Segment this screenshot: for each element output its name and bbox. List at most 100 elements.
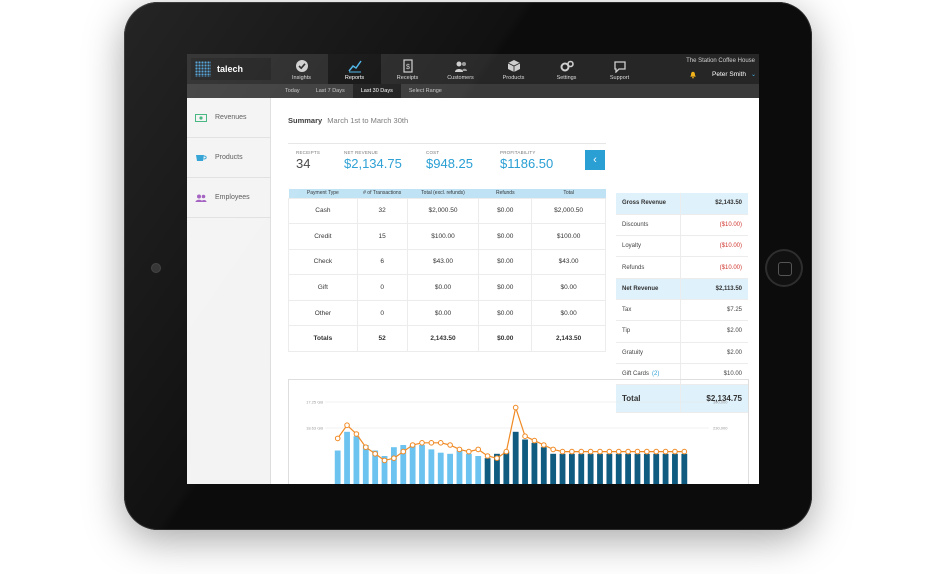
chart-bar[interactable]	[512, 431, 519, 484]
chart-point[interactable]	[362, 444, 369, 450]
chart-point[interactable]	[634, 448, 641, 455]
chart-point[interactable]	[381, 457, 388, 464]
nav-item-receipts[interactable]: $ Receipts	[381, 54, 434, 84]
sidebar-item-products[interactable]: Products	[187, 138, 270, 178]
chart-bar[interactable]	[634, 453, 641, 484]
user-name[interactable]: Peter Smith	[712, 71, 746, 78]
chart-bar[interactable]	[344, 431, 350, 484]
chart-point[interactable]	[466, 448, 472, 455]
chart-point[interactable]	[597, 448, 603, 455]
chart-bar[interactable]	[578, 453, 585, 484]
chart-bar[interactable]	[503, 451, 510, 484]
chart-point[interactable]	[606, 448, 613, 455]
chart-point[interactable]	[644, 448, 650, 455]
chart-bar[interactable]	[559, 453, 566, 484]
tab-select-range[interactable]: Select Range	[408, 88, 442, 94]
chart-bar[interactable]	[475, 456, 482, 484]
chart-point[interactable]	[400, 448, 407, 455]
chart-bar[interactable]	[672, 453, 678, 484]
chart-point[interactable]	[447, 442, 453, 448]
chart-point[interactable]	[353, 431, 360, 437]
nav-item-reports[interactable]: Reports	[328, 54, 381, 84]
chart-point[interactable]	[625, 448, 631, 455]
chart-bar[interactable]	[522, 439, 528, 485]
chart-bar[interactable]	[456, 450, 463, 485]
nav-item-support[interactable]: Support	[593, 54, 646, 84]
nav-item-insights[interactable]: Insights	[275, 54, 328, 84]
sidebar-item-revenues[interactable]: Revenues	[187, 98, 270, 138]
nav-item-settings[interactable]: Settings	[540, 54, 593, 84]
chart-point[interactable]	[494, 455, 500, 461]
chart-bar[interactable]	[587, 453, 594, 484]
chart-point[interactable]	[615, 448, 622, 455]
chart-bar[interactable]	[662, 453, 669, 484]
chart-point[interactable]	[559, 448, 566, 455]
nav-item-products[interactable]: Products	[487, 54, 540, 84]
chart-bar[interactable]	[400, 445, 407, 484]
column-header[interactable]: # of Transactions	[357, 189, 408, 198]
chart-point[interactable]	[437, 440, 444, 446]
chart-bar[interactable]	[419, 445, 425, 484]
chart-bar[interactable]	[372, 450, 379, 485]
chart-point[interactable]	[522, 433, 528, 440]
tab-today[interactable]: Today	[285, 88, 300, 94]
chart-bar[interactable]	[625, 453, 632, 484]
chart-bar[interactable]	[597, 453, 603, 484]
collapse-panel-button[interactable]: ‹	[585, 150, 605, 170]
chart-bar[interactable]	[409, 445, 416, 484]
tab-last-7-days[interactable]: Last 7 Days	[315, 88, 345, 94]
chart-point[interactable]	[540, 442, 547, 448]
chart-bar[interactable]	[447, 453, 454, 484]
chart-point[interactable]	[456, 446, 463, 453]
chart-bar[interactable]	[643, 453, 650, 484]
chart-point[interactable]	[662, 448, 669, 455]
chart-point[interactable]	[409, 442, 416, 448]
chart-point[interactable]	[672, 448, 678, 455]
chart-point[interactable]	[531, 437, 538, 444]
chart-bar[interactable]	[334, 450, 341, 485]
chart-point[interactable]	[503, 448, 510, 455]
chart-point[interactable]	[475, 446, 482, 453]
chart-point[interactable]	[587, 448, 594, 455]
chart-bar[interactable]	[653, 453, 660, 484]
gift-card-count[interactable]: (2)	[652, 371, 660, 378]
chart-bar[interactable]	[531, 442, 538, 484]
column-header[interactable]: Refunds	[478, 189, 532, 198]
brand-logo[interactable]: talech	[191, 58, 271, 80]
chart-point[interactable]	[550, 446, 556, 453]
chart-point[interactable]	[428, 440, 435, 446]
chart-point[interactable]	[653, 448, 660, 455]
nav-item-customers[interactable]: Customers	[434, 54, 487, 84]
chart-point[interactable]	[372, 451, 378, 457]
column-header[interactable]: Total	[531, 189, 606, 198]
chart-point[interactable]	[512, 404, 519, 411]
column-header[interactable]: Payment Type	[288, 189, 358, 198]
home-button[interactable]	[767, 251, 801, 285]
chart-bar[interactable]	[428, 449, 435, 484]
chart-bar[interactable]	[550, 453, 557, 484]
chart-bar[interactable]	[568, 453, 575, 484]
chart-bar[interactable]	[390, 447, 397, 484]
chart-point[interactable]	[484, 453, 491, 459]
chart-bar[interactable]	[681, 453, 688, 484]
chart-point[interactable]	[334, 435, 341, 442]
column-header[interactable]: Total (excl. refunds)	[407, 189, 479, 198]
chart-point[interactable]	[681, 448, 688, 455]
sidebar-item-employees[interactable]: Employees	[187, 178, 270, 218]
chart-bar[interactable]	[437, 452, 444, 484]
chart-point[interactable]	[578, 448, 585, 455]
chart-bar[interactable]	[606, 453, 613, 484]
chart-point[interactable]	[569, 448, 575, 455]
chart-bar[interactable]	[615, 453, 622, 484]
chart-bar[interactable]	[494, 453, 500, 484]
chart-point[interactable]	[419, 440, 425, 446]
chart-bar[interactable]	[362, 445, 369, 484]
chart-bar[interactable]	[381, 456, 388, 484]
chevron-down-icon[interactable]: ⌄	[751, 72, 757, 78]
chart-point[interactable]	[391, 455, 397, 461]
chart-bar[interactable]	[465, 453, 472, 484]
chart-bar[interactable]	[484, 458, 491, 484]
chart-bar[interactable]	[540, 447, 547, 484]
tab-last-30-days[interactable]: Last 30 Days	[352, 84, 401, 98]
chart-point[interactable]	[344, 422, 350, 429]
